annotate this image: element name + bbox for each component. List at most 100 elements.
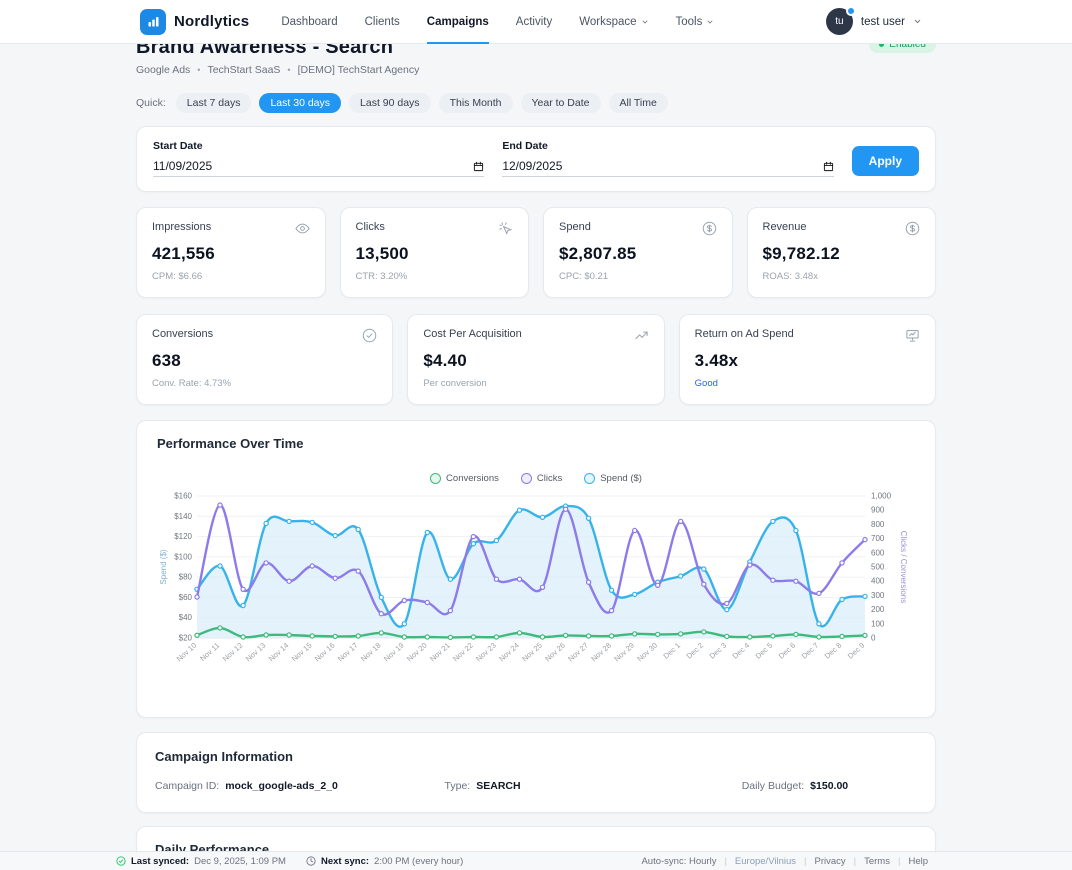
metric-label: Impressions	[152, 221, 212, 233]
clicks-point	[217, 502, 223, 508]
breadcrumb-separator: •	[287, 65, 291, 75]
field-label: Type:	[444, 780, 471, 792]
terms-link[interactable]: Terms	[864, 855, 890, 867]
campaign-info-card: Campaign Information Campaign ID: mock_go…	[136, 732, 936, 813]
breadcrumb-item[interactable]: [DEMO] TechStart Agency	[297, 64, 420, 76]
calendar-icon[interactable]	[823, 161, 834, 172]
nordlytics-logo-icon	[140, 8, 166, 35]
svg-text:700: 700	[871, 534, 885, 543]
nav-item-campaigns[interactable]: Campaigns	[426, 0, 489, 44]
quick-filter-label: Quick:	[136, 97, 166, 109]
conversions-point	[562, 632, 569, 639]
quick-filter-year-to-date[interactable]: Year to Date	[520, 93, 601, 113]
svg-text:$160: $160	[174, 492, 192, 501]
chart-legend: Conversions Clicks Spend ($)	[157, 473, 915, 484]
legend-item-spend[interactable]: Spend ($)	[584, 473, 642, 484]
spend-point	[678, 573, 684, 579]
timezone-link[interactable]: Europe/Vilnius	[734, 855, 797, 867]
help-link[interactable]: Help	[908, 855, 928, 867]
quick-filter-last-30-days[interactable]: Last 30 days	[259, 93, 342, 113]
legend-item-clicks[interactable]: Clicks	[520, 473, 562, 484]
main-content: Brand Awareness - Search Enabled Google …	[136, 0, 936, 870]
cursor-click-icon	[498, 221, 513, 236]
clicks-point	[539, 584, 546, 591]
end-date-input[interactable]	[502, 159, 823, 173]
svg-text:$60: $60	[179, 593, 193, 602]
spend-point	[724, 606, 730, 613]
conversions-point	[470, 634, 477, 640]
privacy-link[interactable]: Privacy	[814, 855, 846, 867]
performance-chart-svg[interactable]: $20 $40 $60 $80 $100 $120 $140 $160 0 100 200 300 40…	[157, 486, 909, 700]
svg-text:Nov 29: Nov 29	[612, 641, 636, 664]
svg-text:$100: $100	[174, 552, 192, 561]
svg-text:Dec 7: Dec 7	[800, 641, 821, 661]
spend-point	[355, 526, 361, 533]
conversions-point	[585, 633, 592, 639]
svg-text:1,000: 1,000	[871, 492, 892, 501]
svg-text:900: 900	[871, 506, 885, 515]
svg-text:600: 600	[871, 548, 885, 557]
svg-text:Dec 4: Dec 4	[731, 641, 752, 661]
nav-item-workspace[interactable]: Workspace	[579, 0, 648, 44]
clicks-point	[862, 536, 868, 543]
svg-text:Nov 12: Nov 12	[221, 641, 245, 664]
calendar-icon[interactable]	[473, 161, 484, 172]
clock-icon	[306, 856, 316, 866]
brand[interactable]: Nordlytics	[140, 8, 249, 35]
presentation-chart-icon	[905, 328, 920, 343]
quick-filter-last-7-days[interactable]: Last 7 days	[175, 93, 252, 113]
conversions-point	[217, 625, 223, 631]
svg-text:Nov 15: Nov 15	[290, 641, 314, 664]
svg-text:$80: $80	[179, 573, 193, 582]
metric-label: Revenue	[762, 221, 807, 233]
nav-item-label: Clients	[364, 15, 400, 28]
separator: |	[804, 855, 807, 867]
clicks-point	[562, 506, 569, 512]
svg-text:Nov 28: Nov 28	[589, 641, 613, 664]
chevron-down-icon	[707, 20, 713, 24]
start-date-input[interactable]	[153, 159, 474, 173]
spend-point	[793, 527, 799, 534]
clicks-point	[493, 576, 500, 582]
notification-badge	[845, 6, 856, 16]
field-value: $150.00	[810, 780, 849, 792]
metric-sub: Conv. Rate: 4.73%	[152, 378, 232, 389]
user-menu[interactable]: tu test user	[825, 6, 922, 35]
check-circle-icon	[362, 328, 377, 343]
apply-button[interactable]: Apply	[851, 146, 919, 176]
conversions-point	[862, 632, 868, 639]
conversions-point	[378, 630, 384, 636]
conversions-point	[332, 633, 338, 640]
conversions-point	[539, 634, 546, 640]
nav-item-tools[interactable]: Tools	[676, 0, 715, 44]
clicks-point	[286, 578, 292, 584]
clicks-point	[401, 597, 407, 604]
metric-value: $4.40	[423, 351, 467, 370]
spend-point	[493, 537, 500, 544]
quick-filter-all-time[interactable]: All Time	[608, 93, 668, 113]
spend-point	[839, 596, 845, 603]
conversions-point	[424, 634, 430, 640]
spend-point	[632, 591, 638, 598]
start-date-label: Start Date	[153, 140, 203, 152]
metric-label: Clicks	[355, 221, 385, 233]
quick-filter-this-month[interactable]: This Month	[438, 93, 513, 113]
quick-filter-last-90-days[interactable]: Last 90 days	[349, 93, 431, 113]
breadcrumb-item[interactable]: TechStart SaaS	[207, 64, 281, 76]
nav-item-label: Tools	[675, 15, 703, 28]
nav-item-dashboard[interactable]: Dashboard	[281, 0, 337, 44]
clicks-point	[655, 582, 661, 589]
nav-item-activity[interactable]: Activity	[516, 0, 552, 44]
performance-chart[interactable]: $20 $40 $60 $80 $100 $120 $140 $160 0 100 200 300 40…	[157, 486, 915, 705]
nav-item-label: Campaigns	[426, 15, 489, 28]
metric-card-revenue: Revenue $9,782.12 ROAS: 3.48x	[746, 207, 936, 298]
legend-item-conversions[interactable]: Conversions	[430, 473, 499, 484]
spend-point	[470, 541, 477, 547]
spend-point	[608, 587, 615, 594]
breadcrumb-item[interactable]: Google Ads	[136, 64, 191, 76]
breadcrumb: Google Ads • TechStart SaaS • [DEMO] TechSta…	[136, 64, 936, 76]
nav-item-label: Activity	[515, 15, 553, 28]
nav-item-clients[interactable]: Clients	[365, 0, 400, 44]
top-navigation: Nordlytics Dashboard Clients Campaigns Acti…	[0, 0, 1072, 44]
svg-text:Nov 11: Nov 11	[198, 641, 221, 663]
